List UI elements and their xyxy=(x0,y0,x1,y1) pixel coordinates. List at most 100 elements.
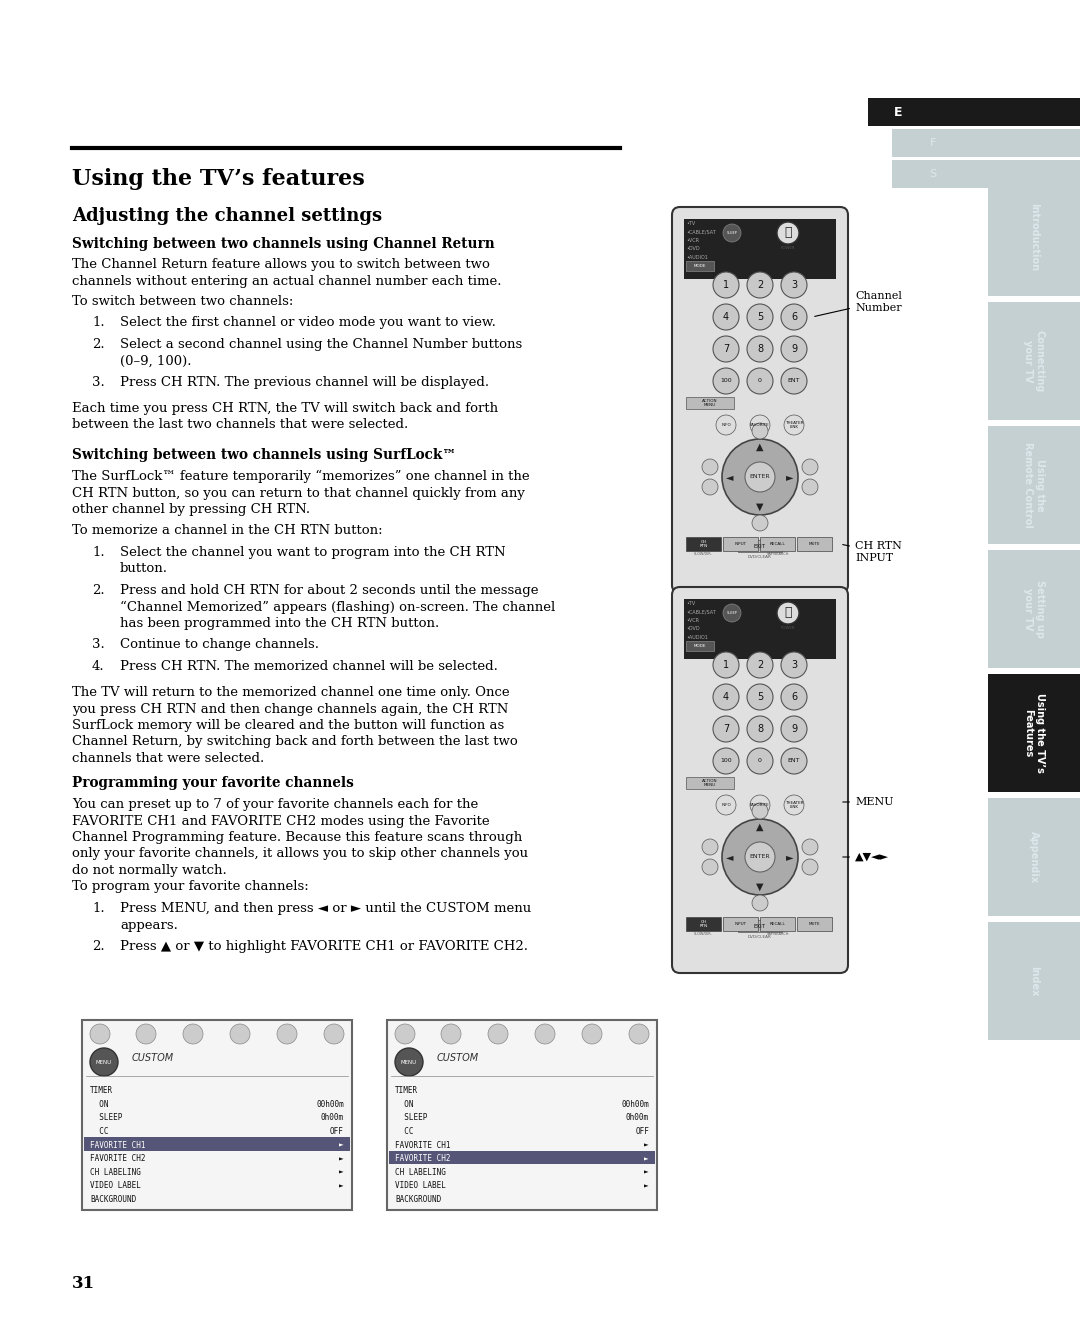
Text: 1.: 1. xyxy=(92,316,105,329)
Text: 1.: 1. xyxy=(92,546,105,559)
Text: 0: 0 xyxy=(758,379,761,383)
Text: 00h00m: 00h00m xyxy=(621,1099,649,1109)
Text: ►: ► xyxy=(339,1181,345,1191)
Text: SLEEP: SLEEP xyxy=(395,1113,428,1122)
Text: Press ▲ or ▼ to highlight FAVORITE CH1 or FAVORITE CH2.: Press ▲ or ▼ to highlight FAVORITE CH1 o… xyxy=(120,939,528,953)
Circle shape xyxy=(723,224,741,242)
Text: TIMER: TIMER xyxy=(395,1086,418,1095)
Circle shape xyxy=(747,336,773,362)
Text: 8: 8 xyxy=(757,724,764,734)
Text: Press CH RTN. The previous channel will be displayed.: Press CH RTN. The previous channel will … xyxy=(120,376,489,388)
Text: ►: ► xyxy=(339,1141,345,1149)
Text: S: S xyxy=(930,169,936,179)
Bar xyxy=(82,1020,352,1210)
Text: ►: ► xyxy=(786,472,794,482)
Text: MENU: MENU xyxy=(401,1059,417,1064)
Text: CC: CC xyxy=(395,1128,414,1136)
Text: E: E xyxy=(894,105,902,118)
Circle shape xyxy=(90,1048,118,1077)
Text: DVD/CLEAR: DVD/CLEAR xyxy=(748,935,772,939)
Circle shape xyxy=(702,859,718,875)
Circle shape xyxy=(136,1024,156,1044)
Bar xyxy=(686,396,734,409)
Text: 5: 5 xyxy=(757,312,764,323)
Text: ◄: ◄ xyxy=(726,852,733,862)
Text: 9: 9 xyxy=(791,344,797,353)
Text: ►: ► xyxy=(645,1181,649,1191)
Circle shape xyxy=(723,818,798,895)
Text: ACTION
MENU: ACTION MENU xyxy=(702,399,718,407)
Text: INPUT: INPUT xyxy=(734,922,746,926)
Bar xyxy=(389,1150,654,1164)
Circle shape xyxy=(745,841,775,872)
Circle shape xyxy=(750,415,770,435)
Text: Using the
Remote Control: Using the Remote Control xyxy=(1023,442,1044,528)
Text: ▲: ▲ xyxy=(756,442,764,452)
Bar xyxy=(988,673,1080,792)
Text: Setting up
your TV: Setting up your TV xyxy=(1023,581,1044,638)
Bar xyxy=(738,921,782,931)
Circle shape xyxy=(802,460,818,474)
Text: Select the channel you want to program into the CH RTN
button.: Select the channel you want to program i… xyxy=(120,546,505,575)
Text: SLEEP: SLEEP xyxy=(90,1113,122,1122)
Text: INPUT: INPUT xyxy=(734,542,746,546)
Text: •CABLE/SAT: •CABLE/SAT xyxy=(686,609,716,614)
Circle shape xyxy=(781,304,807,331)
Bar xyxy=(684,599,836,659)
Circle shape xyxy=(395,1024,415,1044)
Circle shape xyxy=(781,716,807,742)
Text: ENTER: ENTER xyxy=(750,474,770,480)
Text: 100: 100 xyxy=(720,758,732,763)
Text: CC: CC xyxy=(90,1128,108,1136)
Circle shape xyxy=(713,304,739,331)
Text: FAVORITE CH2: FAVORITE CH2 xyxy=(90,1154,146,1163)
Text: MENU: MENU xyxy=(842,797,893,806)
Circle shape xyxy=(802,859,818,875)
Circle shape xyxy=(713,749,739,774)
Text: Using the TV’s
Features: Using the TV’s Features xyxy=(1023,694,1044,773)
Text: 2: 2 xyxy=(757,280,764,290)
Text: To switch between two channels:: To switch between two channels: xyxy=(72,294,294,308)
Circle shape xyxy=(723,439,798,515)
Text: 00h00m: 00h00m xyxy=(316,1099,345,1109)
Text: Connecting
your TV: Connecting your TV xyxy=(1023,329,1044,392)
Circle shape xyxy=(802,478,818,495)
Text: •VCR: •VCR xyxy=(686,618,699,624)
Text: CH LABELING: CH LABELING xyxy=(90,1168,140,1176)
Text: FAVORITE: FAVORITE xyxy=(751,423,770,427)
Text: Index: Index xyxy=(1029,966,1039,996)
Text: ON: ON xyxy=(90,1099,108,1109)
Text: BACKGROUND: BACKGROUND xyxy=(395,1195,442,1204)
Circle shape xyxy=(441,1024,461,1044)
Text: F: F xyxy=(930,138,936,148)
Bar xyxy=(988,177,1080,296)
Bar xyxy=(974,129,1080,157)
Bar xyxy=(974,160,1080,188)
Text: Switching between two channels using Channel Return: Switching between two channels using Cha… xyxy=(72,237,495,251)
Circle shape xyxy=(781,749,807,774)
Bar xyxy=(686,641,714,650)
Text: 8: 8 xyxy=(757,344,764,353)
Circle shape xyxy=(713,684,739,710)
Text: ►: ► xyxy=(645,1141,649,1149)
Text: ►: ► xyxy=(339,1168,345,1176)
Circle shape xyxy=(488,1024,508,1044)
Text: THEATER
LINK: THEATER LINK xyxy=(785,421,804,429)
Text: Each time you press CH RTN, the TV will switch back and forth
between the last t: Each time you press CH RTN, the TV will … xyxy=(72,402,498,431)
Text: DVD/CLEAR: DVD/CLEAR xyxy=(748,555,772,559)
Circle shape xyxy=(713,336,739,362)
Text: POWER: POWER xyxy=(781,626,795,630)
Text: VIDEO LABEL: VIDEO LABEL xyxy=(90,1181,140,1191)
Circle shape xyxy=(535,1024,555,1044)
Circle shape xyxy=(747,716,773,742)
Text: •CABLE/SAT: •CABLE/SAT xyxy=(686,230,716,234)
Text: CUSTOM: CUSTOM xyxy=(437,1052,480,1063)
Bar xyxy=(988,922,1080,1040)
Circle shape xyxy=(752,895,768,911)
Bar xyxy=(686,917,721,931)
Text: MODE: MODE xyxy=(693,263,706,267)
Bar xyxy=(684,219,836,280)
Text: TIMER: TIMER xyxy=(90,1086,113,1095)
Text: EXIT: EXIT xyxy=(754,543,766,548)
Bar xyxy=(760,538,795,551)
